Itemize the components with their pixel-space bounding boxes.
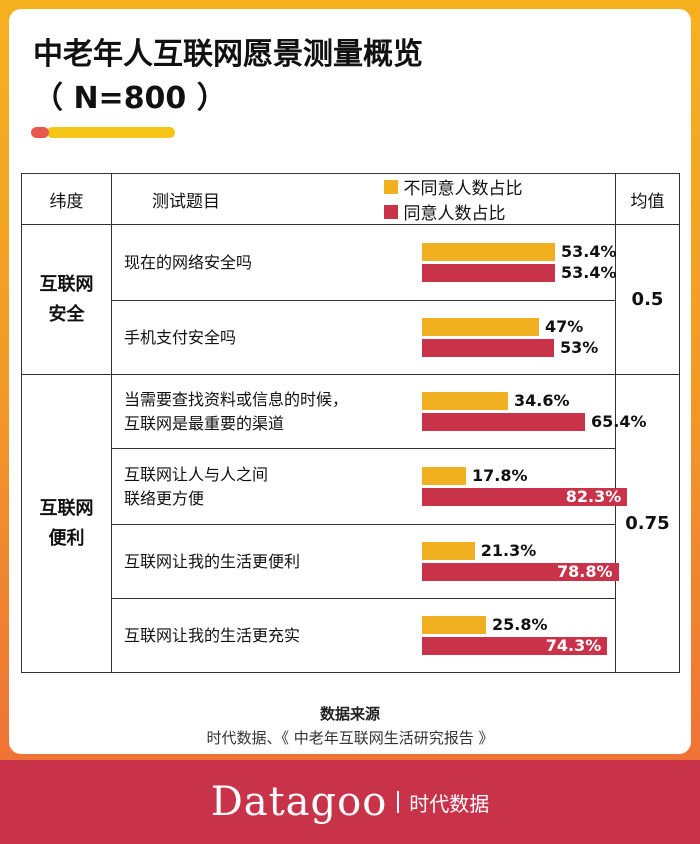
table-row: 手机支付安全吗 47% 53% — [22, 300, 680, 375]
value-label-disagree: 53.4% — [561, 241, 617, 261]
bar-agree — [421, 338, 554, 357]
title-line-2: （ N=800 ） — [33, 81, 227, 116]
table-row: 互联网让我的生活更充实 25.8% 74.3% — [22, 598, 680, 673]
bar-disagree — [421, 466, 466, 485]
value-label-agree: 74.3% — [545, 635, 602, 655]
question-cell: 现在的网络安全吗 — [111, 224, 384, 301]
average-cell: 0.5 — [615, 224, 680, 375]
source-heading: 数据来源 — [319, 705, 380, 723]
dimension-label: 互联网 安全 — [39, 273, 94, 325]
bar-cell: 17.8% 82.3% — [383, 448, 628, 525]
question-label: 当需要查找资料或信息的时候， 互联网是最重要的渠道 — [124, 389, 349, 433]
legend-swatch-disagree — [383, 179, 398, 194]
value-label-disagree: 47% — [545, 316, 584, 336]
title-line-1: 中老年人互联网愿景测量概览 — [33, 37, 423, 72]
bar-cell: 21.3% 78.8% — [383, 524, 619, 599]
survey-table: 纬度 测试题目 不同意人数占比 同意人数占比 均值 互联网 安全 现在的网络安全… — [21, 173, 680, 673]
legend-label-agree: 同意人数占比 — [403, 204, 506, 224]
table-header-row: 纬度 测试题目 不同意人数占比 同意人数占比 均值 — [21, 173, 680, 225]
title-underline-dot — [31, 127, 49, 138]
value-label-disagree: 25.8% — [492, 614, 548, 634]
value-label-agree: 65.4% — [591, 411, 647, 431]
table-row: 互联网让我的生活更便利 21.3% 78.8% — [22, 524, 680, 599]
chart-legend: 不同意人数占比 同意人数占比 — [383, 173, 616, 225]
brand-name-cn: 时代数据 — [409, 791, 490, 816]
legend-swatch-agree — [383, 204, 398, 219]
average-value: 0.75 — [625, 513, 670, 534]
footer-banner: Datagoo 时代数据 — [0, 760, 700, 844]
question-cell: 互联网让我的生活更便利 — [111, 524, 384, 599]
bar-cell: 34.6% 65.4% — [383, 374, 647, 449]
bar-cell: 47% 53% — [383, 300, 616, 375]
value-label-disagree: 21.3% — [480, 540, 537, 560]
dimension-cell: 互联网 便利 — [21, 374, 112, 673]
average-value: 0.5 — [631, 289, 664, 310]
bar-disagree — [421, 541, 475, 560]
question-cell: 手机支付安全吗 — [111, 300, 384, 375]
question-cell: 互联网让我的生活更充实 — [111, 598, 384, 673]
bar-cell: 25.8% 74.3% — [383, 598, 616, 673]
value-label-disagree: 17.8% — [472, 465, 528, 485]
header-dimension: 纬度 — [21, 173, 112, 225]
average-cell: 0.75 — [615, 374, 680, 673]
bar-cell: 53.4% 53.4% — [383, 224, 617, 301]
brand-logo-text: Datagoo — [210, 779, 388, 825]
bar-disagree — [421, 317, 539, 336]
legend-item-disagree: 不同意人数占比 — [383, 174, 523, 199]
value-label-agree: 53.4% — [561, 262, 617, 282]
question-label: 互联网让人与人之间 联络更方便 — [124, 464, 269, 508]
bar-disagree — [421, 242, 555, 261]
question-label: 互联网让我的生活更充实 — [124, 625, 301, 645]
header-average: 均值 — [615, 173, 680, 225]
bar-disagree — [421, 615, 486, 634]
report-card: 中老年人互联网愿景测量概览 （ N=800 ） 纬度 测试题目 不同意人数占比 … — [9, 9, 691, 754]
value-label-agree: 53% — [560, 337, 599, 357]
legend-label-disagree: 不同意人数占比 — [403, 179, 523, 199]
question-label: 现在的网络安全吗 — [124, 252, 253, 272]
bar-agree — [421, 487, 628, 506]
page-title: 中老年人互联网愿景测量概览 （ N=800 ） — [33, 33, 423, 121]
question-cell: 互联网让人与人之间 联络更方便 — [111, 448, 384, 525]
legend-item-agree: 同意人数占比 — [383, 199, 506, 224]
title-underline-bar — [47, 127, 175, 138]
source-citation: 时代数据、《 中老年互联网生活研究报告 》 — [206, 729, 494, 747]
table-row: 互联网 便利 当需要查找资料或信息的时候， 互联网是最重要的渠道 34.6% 65… — [21, 374, 680, 673]
dimension-label: 互联网 便利 — [39, 497, 94, 549]
question-cell: 当需要查找资料或信息的时候， 互联网是最重要的渠道 — [111, 374, 384, 449]
bar-agree — [421, 263, 555, 282]
brand-divider — [397, 791, 400, 813]
table-row: 互联网 安全 现在的网络安全吗 53.4% 53.4% 0.5 — [21, 224, 680, 375]
value-label-agree: 78.8% — [556, 561, 613, 581]
value-label-disagree: 34.6% — [514, 390, 570, 410]
table-row: 互联网让人与人之间 联络更方便 17.8% 82.3% — [22, 448, 680, 525]
header-question: 测试题目 — [111, 173, 384, 225]
bar-agree — [421, 562, 619, 581]
bar-agree — [421, 412, 585, 431]
question-label: 手机支付安全吗 — [124, 327, 237, 347]
bar-agree — [421, 636, 608, 655]
question-label: 互联网让我的生活更便利 — [124, 551, 301, 571]
bar-disagree — [421, 391, 508, 410]
dimension-cell: 互联网 安全 — [21, 224, 112, 375]
value-label-agree: 82.3% — [565, 486, 622, 506]
